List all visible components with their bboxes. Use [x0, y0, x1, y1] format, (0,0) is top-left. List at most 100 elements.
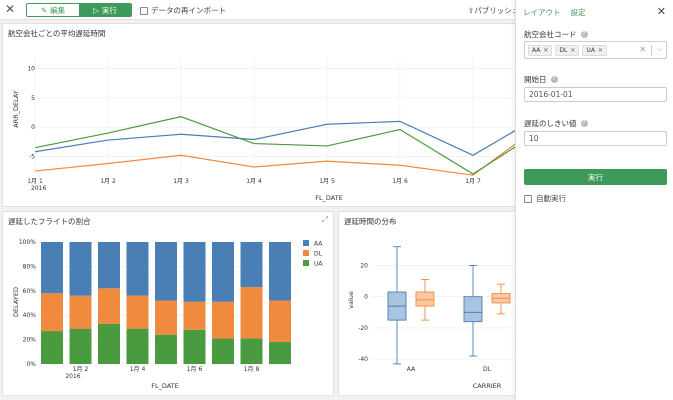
bar-chart-ytick: 100% — [19, 239, 36, 246]
help-icon[interactable]: ? — [580, 31, 588, 38]
tag-remove-icon[interactable]: ✕ — [597, 46, 603, 54]
box-iqr-AA — [463, 296, 483, 323]
bar-chart-xlabel: FL_DATE — [151, 382, 179, 390]
legend-label-DL: DL — [314, 251, 323, 258]
box-chart-ytick: -40 — [358, 356, 368, 363]
bar-chart-ytick: 40% — [23, 312, 37, 319]
carrier-tag-label: DL — [559, 46, 568, 54]
checkbox-icon[interactable] — [524, 194, 532, 203]
bar-segment-DL — [155, 300, 177, 335]
bar-segment-DL — [98, 288, 120, 324]
bar-segment-AA — [41, 242, 63, 294]
bar-segment-UA — [155, 334, 177, 364]
panel-tabs: レイアウト 設定 — [523, 7, 586, 18]
tab-layout[interactable]: レイアウト — [523, 8, 561, 17]
carrier-tag-label: AA — [532, 46, 541, 54]
threshold-input[interactable]: 10 — [524, 131, 667, 146]
box-chart-card: 遅延時間の分布 20 0 -20 -40 AA DL value CARRIER — [338, 211, 517, 396]
bar-chart-x-sublabel: 2016 — [65, 373, 80, 380]
bar-segment-AA — [240, 242, 263, 288]
edit-label: 編集 — [50, 5, 66, 15]
legend-swatch-UA — [303, 260, 309, 266]
bar-segment-DL — [269, 300, 291, 343]
start-field-label: 開始日 ? — [524, 74, 558, 85]
tag-remove-icon[interactable]: ✕ — [543, 46, 549, 54]
box-chart-ytick: 20 — [360, 262, 368, 269]
expand-icon[interactable]: ⤢ — [321, 215, 328, 224]
bar-segment-AA — [269, 242, 291, 301]
bar-segment-AA — [69, 242, 92, 296]
box-chart-ytick: 0 — [364, 294, 368, 301]
line-chart-xtick: 1月 6 — [392, 178, 408, 185]
threshold-field-label: 遅延のしきい値 ? — [524, 118, 588, 129]
clear-icon[interactable]: ✕ — [639, 45, 646, 54]
tag-remove-icon[interactable]: ✕ — [570, 46, 576, 54]
bar-chart-ytick: 80% — [23, 263, 37, 270]
threshold-label: 遅延のしきい値 — [524, 119, 577, 128]
publish-button[interactable]: ⇧パブリッシュ — [468, 5, 516, 16]
line-chart-title: 航空会社ごとの平均遅延時間 — [8, 29, 106, 38]
upload-icon: ⇧ — [468, 6, 475, 15]
bar-chart-xtick: 1月 4 — [130, 366, 146, 373]
start-label: 開始日 — [524, 75, 547, 84]
settings-panel: レイアウト 設定 ✕ 航空会社コード ? AA ✕ DL ✕ UA ✕ ✕ ⌵ 開始日… — [515, 0, 673, 400]
line-chart-xtick: 1月 2 — [100, 178, 116, 185]
select-divider — [651, 45, 652, 56]
bar-chart-ylabel: DELAYED — [12, 287, 20, 317]
bar-segment-AA — [98, 242, 120, 289]
bar-segment-UA — [98, 323, 120, 364]
carrier-multiselect[interactable]: AA ✕ DL ✕ UA ✕ ✕ ⌵ — [524, 41, 667, 59]
box-chart-xtick: AA — [407, 366, 416, 373]
legend-label-AA: AA — [314, 241, 323, 248]
bar-chart-card: 遅延したフライトの割合 ⤢ 100% 80% 60% 40% 20% 0% 1月 2 1月 … — [2, 211, 334, 396]
bar-segment-DL — [126, 295, 149, 329]
bar-segment-UA — [240, 338, 263, 364]
legend-swatch-AA — [303, 240, 309, 246]
legend-label-UA: UA — [314, 261, 323, 268]
bar-segment-UA — [69, 328, 92, 364]
bar-segment-UA — [269, 342, 291, 364]
box-chart: 20 0 -20 -40 AA DL value CARRIER — [347, 246, 516, 390]
top-toolbar: ✕ ✎ 編集 ▷ 実行 データの再インポート ⇧パブリッシュ — [0, 0, 673, 20]
line-chart-card: 航空会社ごとの平均遅延時間 10 5 0 -5 1月 1 1月 2 1月 3 1月 4 1月 … — [2, 23, 517, 207]
bar-segment-AA — [155, 242, 177, 301]
bar-segment-DL — [240, 287, 263, 339]
auto-run-checkbox[interactable]: 自動実行 — [524, 193, 566, 204]
help-icon[interactable]: ? — [580, 120, 588, 127]
line-series-AA — [34, 120, 516, 156]
chevron-down-icon[interactable]: ⌵ — [656, 45, 662, 53]
carrier-tag: UA ✕ — [582, 44, 607, 56]
tab-settings[interactable]: 設定 — [570, 8, 586, 17]
close-icon[interactable]: ✕ — [5, 2, 16, 16]
bar-segment-UA — [212, 338, 234, 364]
edit-tab[interactable]: ✎ 編集 — [27, 4, 79, 16]
carrier-tag: DL ✕ — [555, 44, 580, 56]
run-tab[interactable]: ▷ 実行 — [79, 4, 131, 16]
line-chart-xtick: 1月 5 — [319, 178, 335, 185]
line-chart-xtick: 1月 3 — [173, 178, 189, 185]
bar-segment-AA — [212, 242, 234, 302]
bar-segment-DL — [183, 301, 206, 330]
box-chart-ylabel: value — [347, 291, 355, 309]
carrier-label: 航空会社コード — [524, 30, 577, 39]
reimport-checkbox[interactable]: データの再インポート — [140, 5, 226, 16]
carrier-tag-label: UA — [586, 46, 595, 54]
threshold-value: 10 — [529, 134, 539, 143]
line-chart-xtick: 1月 1 — [27, 178, 43, 185]
box-chart-xtick: DL — [483, 366, 492, 373]
bar-chart-xtick: 1月 2 — [73, 366, 89, 373]
line-series-DL — [34, 142, 516, 176]
bar-segment-UA — [126, 328, 149, 364]
line-chart-xtick: 1月 4 — [246, 178, 262, 185]
bar-segment-DL — [69, 295, 92, 329]
line-chart: 10 5 0 -5 1月 1 1月 2 1月 3 1月 4 1月 5 1月 6 1月 7 ARR_… — [12, 57, 516, 202]
line-chart-xlabel: FL_DATE — [315, 194, 343, 202]
checkbox-icon[interactable] — [140, 6, 148, 15]
start-date-input[interactable]: 2016-01-01 — [524, 87, 667, 102]
help-icon[interactable]: ? — [550, 76, 558, 83]
run-button[interactable]: 実行 — [524, 169, 667, 185]
bar-chart: 100% 80% 60% 40% 20% 0% 1月 2 1月 4 1月 6 1月 8 AA DL… — [12, 239, 323, 390]
line-series-UA — [34, 116, 516, 175]
panel-close-icon[interactable]: ✕ — [656, 5, 666, 18]
bar-chart-xtick: 1月 8 — [244, 366, 260, 373]
